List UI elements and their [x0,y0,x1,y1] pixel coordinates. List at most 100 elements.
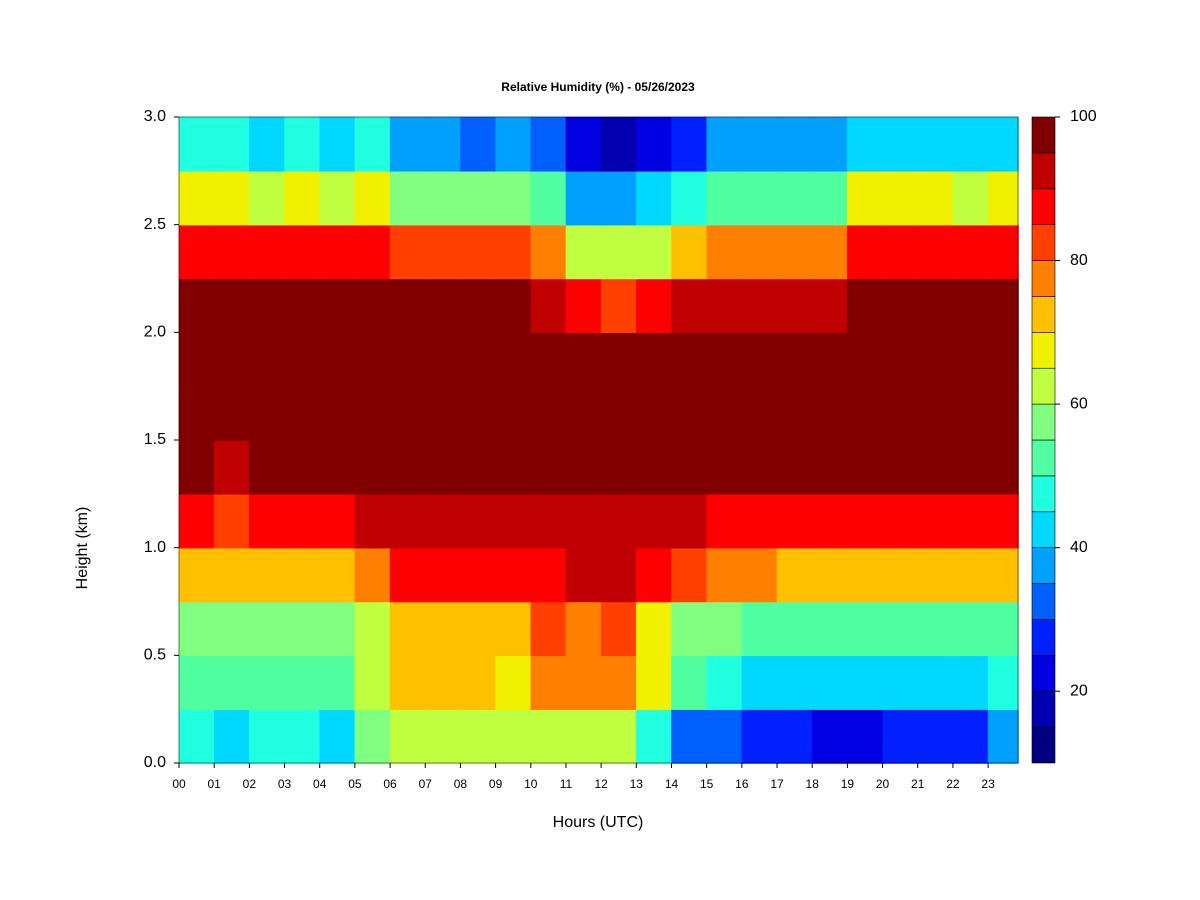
heat-cell [565,547,602,603]
heat-cell [776,547,813,603]
heat-cell [636,385,673,441]
heat-cell [319,439,356,495]
heat-cell [671,655,708,710]
heat-cell [882,655,919,710]
heat-cell [213,278,251,334]
heat-cell [636,601,673,657]
heat-cell [671,278,708,334]
heat-cell [284,655,321,710]
heat-cell [213,116,251,172]
heat-cell [565,170,602,226]
heat-cell [178,439,215,495]
heat-cell [741,493,778,549]
heat-cell [495,439,532,495]
heat-cell [987,116,1019,172]
heat-cell [811,708,849,764]
heat-cell [776,493,813,549]
colorbar-band [1031,116,1056,154]
y-tick-label: 1.5 [144,431,166,448]
heat-cell [882,601,919,657]
x-tick-label: 08 [454,777,468,791]
y-tick-label: 0.0 [144,754,166,771]
y-tick-label: 3.0 [144,108,166,125]
heat-cell [249,493,286,549]
heat-cell [847,708,884,764]
heat-cell [600,708,638,764]
x-tick-label: 03 [278,777,292,791]
heat-cell [847,439,884,495]
heat-cell [460,385,497,441]
heat-cell [987,708,1019,764]
heat-cell [495,385,532,441]
heat-cell [671,116,708,172]
heat-cell [213,655,251,710]
heat-cell [530,170,567,226]
heat-cell [354,170,391,226]
colorbar-band [1031,726,1056,764]
heat-cell [776,601,813,657]
heat-cell [319,493,356,549]
heat-cell [776,655,813,710]
x-tick-label: 22 [946,777,960,791]
heat-cell [565,224,602,280]
heat-cell [213,601,251,657]
heat-cell [178,170,215,226]
heat-cell [847,385,884,441]
heat-cell [424,385,462,441]
heat-cell [249,708,286,764]
heat-cell [741,439,778,495]
heat-cell [741,601,778,657]
heat-cell [600,601,638,657]
heat-cell [917,278,954,334]
heat-cell [178,385,215,441]
heat-cell [987,170,1019,226]
heat-cell [882,224,919,280]
x-tick-label: 12 [594,777,608,791]
heat-cell [811,385,849,441]
heat-cell [354,601,391,657]
heat-cell [460,547,497,603]
heat-cell [178,278,215,334]
heat-cell [847,547,884,603]
heat-cell [389,547,426,603]
heat-cell [600,385,638,441]
heat-cell [178,493,215,549]
heat-cell [741,547,778,603]
heat-cell [636,224,673,280]
colorbar-tick-label: 100 [1070,108,1097,125]
heat-cell [671,170,708,226]
heat-cell [319,385,356,441]
heat-cell [600,224,638,280]
colorbar-band [1031,260,1056,297]
heat-cell [600,493,638,549]
heat-cell [319,601,356,657]
heat-cell [952,708,989,764]
heat-cell [636,116,673,172]
heat-cell [460,116,497,172]
heat-cell [706,224,743,280]
heat-cell [460,224,497,280]
heat-cell [389,385,426,441]
heat-cell [565,493,602,549]
heat-cell [354,439,391,495]
heat-cell [847,655,884,710]
heat-cell [424,547,462,603]
heat-cell [460,332,497,387]
heat-cell [495,332,532,387]
colorbar-band [1031,619,1056,656]
x-tick-label: 00 [172,777,186,791]
x-tick-label: 21 [911,777,925,791]
heat-cell [319,547,356,603]
heat-cell [354,547,391,603]
heat-cell [565,655,602,710]
heat-cell [882,116,919,172]
heat-cell [741,708,778,764]
heat-cell [354,116,391,172]
heat-cell [424,655,462,710]
heat-cell [389,439,426,495]
heat-cell [917,601,954,657]
heat-cell [424,601,462,657]
heat-cell [671,708,708,764]
heat-cell [565,332,602,387]
